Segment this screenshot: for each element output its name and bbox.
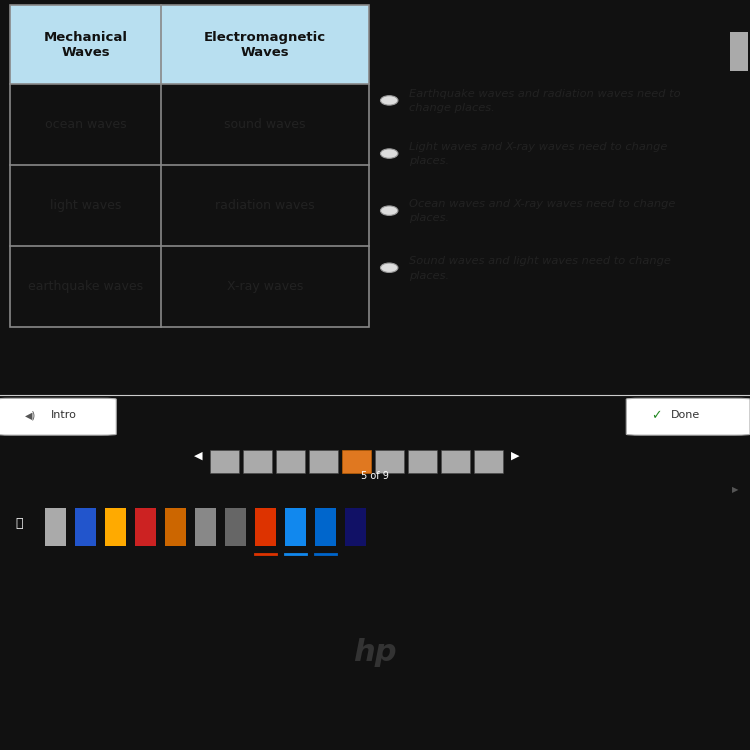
Bar: [309, 449, 338, 473]
Bar: [474, 449, 502, 473]
Bar: [408, 449, 436, 473]
Text: places.: places.: [409, 214, 449, 223]
Text: Intro: Intro: [51, 410, 76, 420]
Text: ✓: ✓: [651, 409, 662, 422]
Bar: [75, 508, 96, 546]
Bar: [730, 32, 748, 71]
Text: sound waves: sound waves: [224, 118, 305, 131]
Circle shape: [380, 96, 398, 105]
Text: radiation waves: radiation waves: [215, 199, 315, 211]
Bar: [135, 508, 156, 546]
Text: Light waves and X-ray waves need to change: Light waves and X-ray waves need to chan…: [409, 142, 668, 152]
Text: change places.: change places.: [409, 104, 494, 113]
Bar: [342, 449, 370, 473]
Bar: [285, 508, 306, 546]
Text: Earthquake waves and radiation waves need to: Earthquake waves and radiation waves nee…: [409, 88, 680, 98]
Text: Electromagnetic
Waves: Electromagnetic Waves: [204, 31, 326, 58]
Text: Done: Done: [671, 410, 700, 420]
Text: 5 of 9: 5 of 9: [361, 471, 389, 481]
Text: places.: places.: [409, 271, 449, 280]
Circle shape: [380, 206, 398, 215]
Text: 🎤: 🎤: [15, 518, 22, 530]
FancyBboxPatch shape: [626, 398, 750, 435]
Bar: [375, 449, 404, 473]
Bar: [10, 5, 369, 327]
Text: earthquake waves: earthquake waves: [28, 280, 143, 292]
Text: ▶: ▶: [732, 485, 739, 494]
Text: ◀): ◀): [25, 410, 36, 420]
Text: light waves: light waves: [50, 199, 122, 211]
Text: How should the table be changed to correctly
distinguish between mechanical and : How should the table be changed to corre…: [378, 6, 695, 55]
Bar: [345, 508, 366, 546]
Bar: [441, 449, 470, 473]
Bar: [225, 508, 246, 546]
Bar: [210, 449, 238, 473]
Bar: [276, 449, 304, 473]
Bar: [195, 508, 216, 546]
Bar: [315, 508, 336, 546]
Text: ocean waves: ocean waves: [45, 118, 126, 131]
Bar: [243, 449, 272, 473]
Text: places.: places.: [409, 156, 449, 166]
Bar: [165, 508, 186, 546]
Text: Sound waves and light waves need to change: Sound waves and light waves need to chan…: [409, 256, 670, 266]
Text: ◀: ◀: [194, 451, 202, 460]
Bar: [45, 508, 66, 546]
Circle shape: [380, 148, 398, 158]
FancyBboxPatch shape: [0, 398, 116, 435]
Text: ▶: ▶: [511, 451, 519, 460]
Bar: [255, 508, 276, 546]
Text: Ocean waves and X-ray waves need to change: Ocean waves and X-ray waves need to chan…: [409, 199, 675, 208]
Text: X-ray waves: X-ray waves: [226, 280, 303, 292]
Text: hp: hp: [353, 638, 397, 667]
Circle shape: [380, 263, 398, 272]
Bar: [105, 508, 126, 546]
Bar: [10, 5, 369, 84]
Text: Mechanical
Waves: Mechanical Waves: [44, 31, 128, 58]
